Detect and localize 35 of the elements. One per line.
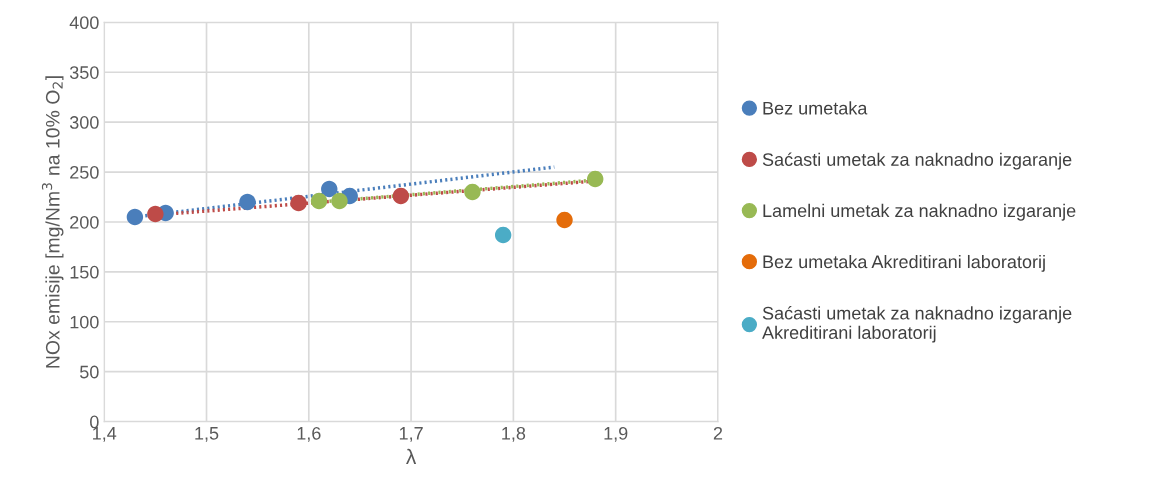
y-axis-title: NOx emisije [mg/Nm$^{3}$ na 10% O$_{2}$] <box>41 76 64 368</box>
x-tick-label: 1,6 <box>297 426 321 442</box>
x-tick-label: 1,8 <box>502 426 526 442</box>
legend-label: Saćasti umetak za naknadno izgaranje <box>762 152 1072 170</box>
point <box>126 208 144 226</box>
point <box>392 187 410 205</box>
point <box>310 192 328 210</box>
point <box>331 192 348 210</box>
y-tick-label: 350 <box>69 66 99 79</box>
point <box>321 180 338 198</box>
y-tick-label: 0 <box>90 415 99 429</box>
legend-label: Bez umetaka Akreditirani laboratorij <box>763 254 1045 272</box>
y-tick-label: 150 <box>70 265 99 279</box>
point <box>464 183 481 201</box>
y-tick-label: 200 <box>70 215 99 229</box>
point <box>290 194 307 212</box>
x-tick-label: 2 <box>713 426 723 440</box>
point <box>587 170 604 188</box>
x-tick-label: 1,4 <box>93 427 117 442</box>
legend-label: Bez umetaka <box>763 101 868 115</box>
y-tick-label: 50 <box>80 365 99 379</box>
point <box>147 205 164 223</box>
x-tick-label: 1,9 <box>604 426 628 442</box>
point <box>556 211 573 229</box>
x-axis-title: λ <box>406 448 417 464</box>
legend-label: Lamelni umetak za naknadno izgaranje <box>763 203 1076 221</box>
legend-label: Saćasti umetak za naknadno izgaranje Akreditirani laboratorij <box>762 306 1072 343</box>
y-tick-label: 100 <box>70 315 99 329</box>
x-tick-label: 1,5 <box>195 427 219 442</box>
point <box>239 193 256 211</box>
point <box>494 226 512 244</box>
x-tick-label: 1,7 <box>399 427 423 442</box>
y-tick-label: 300 <box>69 116 99 129</box>
y-tick-label: 250 <box>70 165 99 179</box>
y-tick-label: 400 <box>69 16 99 30</box>
